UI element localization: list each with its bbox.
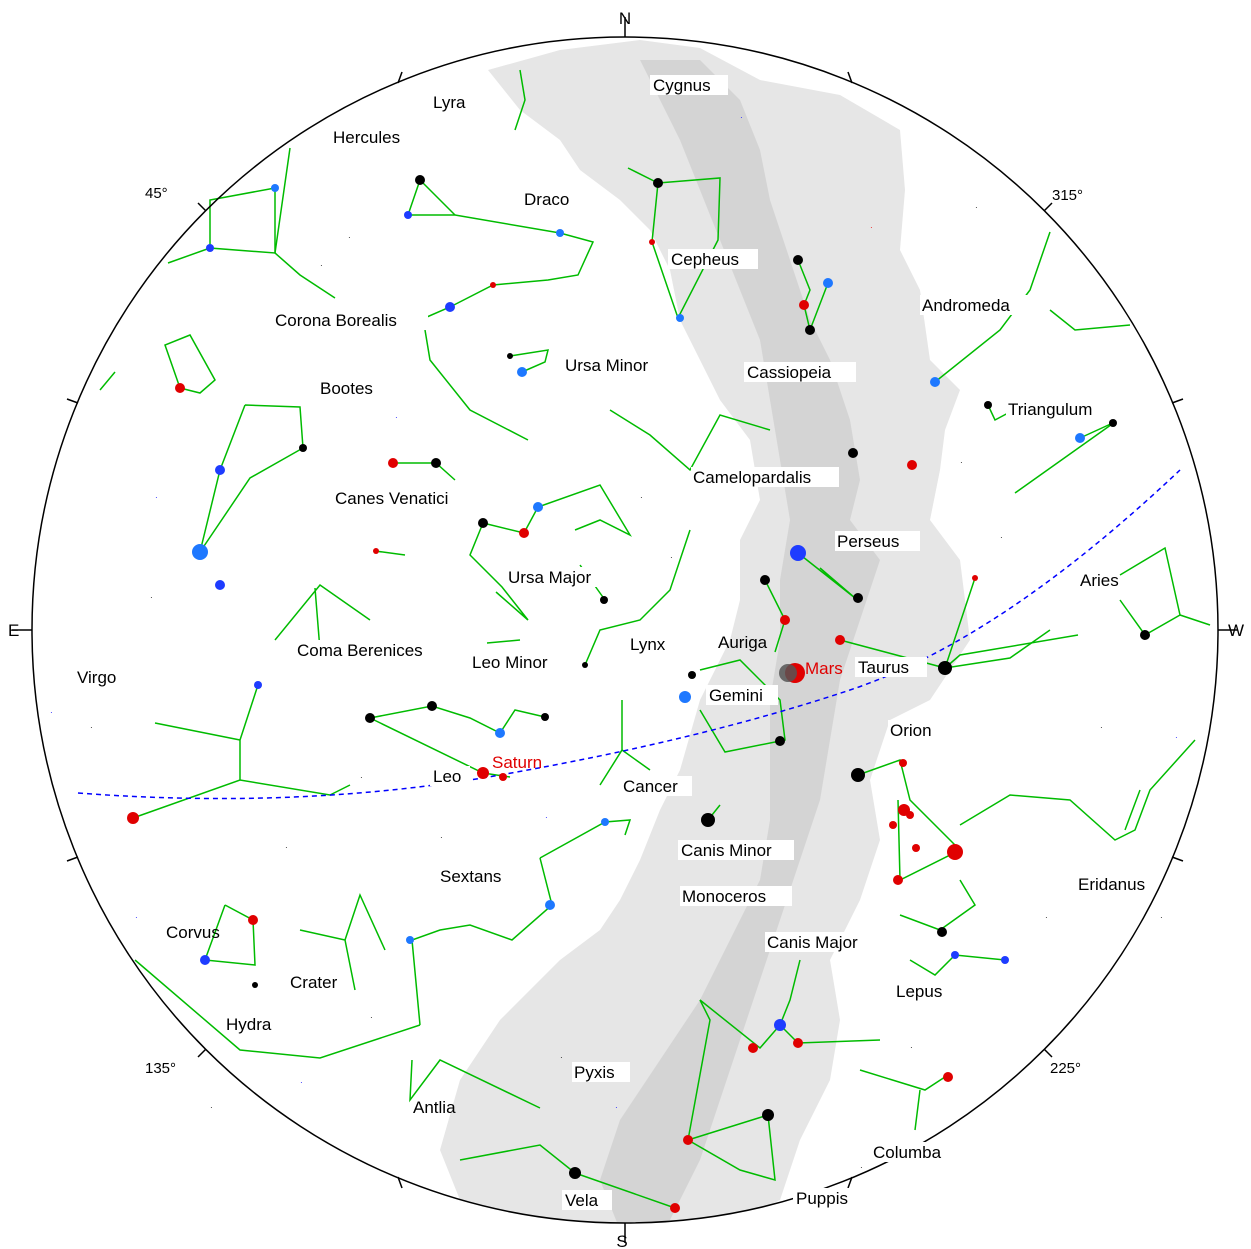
label-saturn: Saturn — [492, 753, 542, 772]
svg-text:·: · — [395, 413, 398, 422]
svg-text:·: · — [348, 233, 351, 242]
label-sextans: Sextans — [440, 867, 501, 886]
svg-text:·: · — [90, 723, 93, 732]
azimuth-315: 315° — [1052, 187, 1083, 204]
label-cepheus: Cepheus — [671, 250, 739, 269]
label-lyra: Lyra — [433, 93, 466, 112]
north-label: N — [619, 9, 631, 28]
label-gemini: Gemini — [709, 686, 763, 705]
svg-text:·: · — [285, 843, 288, 852]
svg-text:·: · — [640, 493, 643, 502]
constellation-labels: Cygnus Lyra Hercules Draco Cepheus Coron… — [77, 75, 1145, 1210]
label-virgo: Virgo — [77, 668, 116, 687]
west-label: W — [1228, 621, 1244, 640]
svg-text:·: · — [1175, 733, 1178, 742]
svg-text:·: · — [50, 708, 53, 717]
svg-text:·: · — [1000, 533, 1003, 542]
label-camelopardalis: Camelopardalis — [693, 468, 811, 487]
stars — [127, 175, 1150, 1213]
svg-text:·: · — [320, 261, 323, 270]
svg-text:·: · — [545, 813, 548, 822]
svg-text:·: · — [670, 553, 673, 562]
svg-text:·: · — [360, 773, 363, 782]
label-puppis: Puppis — [796, 1189, 848, 1208]
label-triangulum: Triangulum — [1008, 400, 1092, 419]
svg-text:·: · — [150, 593, 153, 602]
svg-text:·: · — [1100, 723, 1103, 732]
label-lepus: Lepus — [896, 982, 942, 1001]
label-ursa-minor: Ursa Minor — [565, 356, 648, 375]
svg-text:·: · — [870, 223, 873, 232]
label-canis-minor: Canis Minor — [681, 841, 772, 860]
label-cassiopeia: Cassiopeia — [747, 363, 832, 382]
label-auriga: Auriga — [718, 633, 768, 652]
faint-stars: · · · · · · · · · · · · · · · · · · · · · · · · · · ·… — [50, 113, 1178, 1172]
label-perseus: Perseus — [837, 532, 899, 551]
horizon-ticks — [12, 17, 1238, 1243]
svg-text:·: · — [910, 1043, 913, 1052]
label-aries: Aries — [1080, 571, 1119, 590]
svg-text:·: · — [1160, 913, 1163, 922]
svg-text:·: · — [860, 1163, 863, 1172]
label-canis-major: Canis Major — [767, 933, 858, 952]
label-leo-minor: Leo Minor — [472, 653, 548, 672]
label-coma-berenices: Coma Berenices — [297, 641, 423, 660]
label-antlia: Antlia — [413, 1098, 456, 1117]
label-crater: Crater — [290, 973, 338, 992]
svg-text:·: · — [740, 113, 743, 122]
south-label: S — [616, 1232, 627, 1249]
label-taurus: Taurus — [858, 658, 909, 677]
azimuth-135: 135° — [145, 1060, 176, 1077]
label-lynx: Lynx — [630, 635, 666, 654]
label-columba: Columba — [873, 1143, 942, 1162]
label-orion: Orion — [890, 721, 932, 740]
label-hercules: Hercules — [333, 128, 400, 147]
svg-text:·: · — [1045, 913, 1048, 922]
svg-text:·: · — [560, 1053, 563, 1062]
label-draco: Draco — [524, 190, 569, 209]
label-andromeda: Andromeda — [922, 296, 1010, 315]
label-cygnus: Cygnus — [653, 76, 711, 95]
label-hydra: Hydra — [226, 1015, 272, 1034]
svg-text:·: · — [135, 913, 138, 922]
svg-text:·: · — [210, 1103, 213, 1112]
label-eridanus: Eridanus — [1078, 875, 1145, 894]
label-monoceros: Monoceros — [682, 887, 766, 906]
planet-labels: Mars Saturn — [492, 659, 843, 772]
svg-text:·: · — [615, 1103, 618, 1112]
label-ursa-major: Ursa Major — [508, 568, 591, 587]
label-bootes: Bootes — [320, 379, 373, 398]
svg-text:·: · — [960, 458, 963, 467]
label-corvus: Corvus — [166, 923, 220, 942]
svg-text:·: · — [300, 1078, 303, 1087]
svg-text:·: · — [975, 203, 978, 212]
label-corona-borealis: Corona Borealis — [275, 311, 397, 330]
azimuth-45: 45° — [145, 185, 168, 202]
svg-text:·: · — [440, 833, 443, 842]
label-cancer: Cancer — [623, 777, 678, 796]
label-canes-venatici: Canes Venatici — [335, 489, 448, 508]
label-vela: Vela — [565, 1191, 599, 1210]
label-leo: Leo — [433, 767, 461, 786]
svg-text:·: · — [155, 493, 158, 502]
label-mars: Mars — [805, 659, 843, 678]
azimuth-225: 225° — [1050, 1060, 1081, 1077]
east-label: E — [8, 621, 19, 640]
svg-text:·: · — [370, 1013, 373, 1022]
ecliptic-line — [77, 469, 1181, 800]
label-pyxis: Pyxis — [574, 1063, 615, 1082]
